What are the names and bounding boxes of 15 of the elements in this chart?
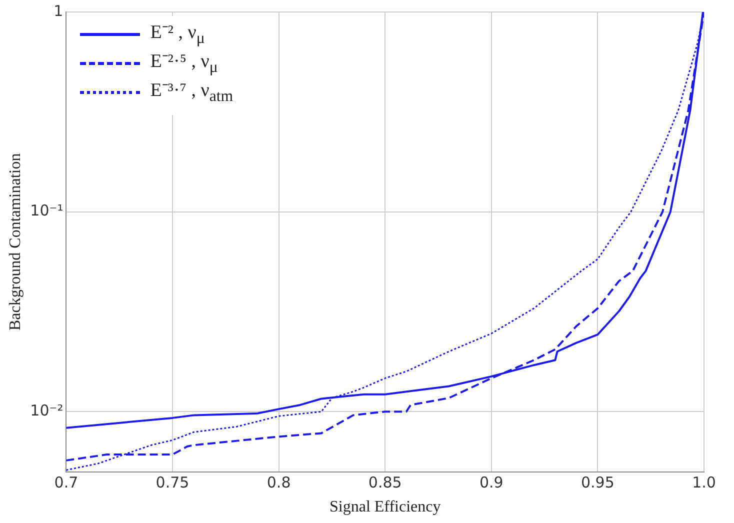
x-tick-label: 0.9 <box>479 474 504 492</box>
x-tick-label: 0.95 <box>581 474 614 492</box>
y-tick-label: 10⁻¹ <box>30 202 64 220</box>
x-tick-label: 1.0 <box>692 474 716 492</box>
legend-label: E⁻³·⁷ , ν$_{atm}$ <box>150 79 234 108</box>
y-tick-label: 10⁻² <box>30 402 64 420</box>
x-tick-label: 0.7 <box>54 474 78 492</box>
legend-label: E⁻² , ν$_{μ}$ <box>150 21 205 49</box>
x-tick-label: 0.8 <box>266 474 291 492</box>
x-axis-title: Signal Efficiency <box>329 498 441 516</box>
legend-label: E⁻²·⁵ , ν$_{μ}$ <box>150 50 218 78</box>
y-tick-label: 1 <box>54 2 64 20</box>
x-tick-label: 0.75 <box>156 474 190 492</box>
y-axis-title: Background Contamination <box>6 153 24 331</box>
x-tick-label: 0.85 <box>368 474 402 492</box>
